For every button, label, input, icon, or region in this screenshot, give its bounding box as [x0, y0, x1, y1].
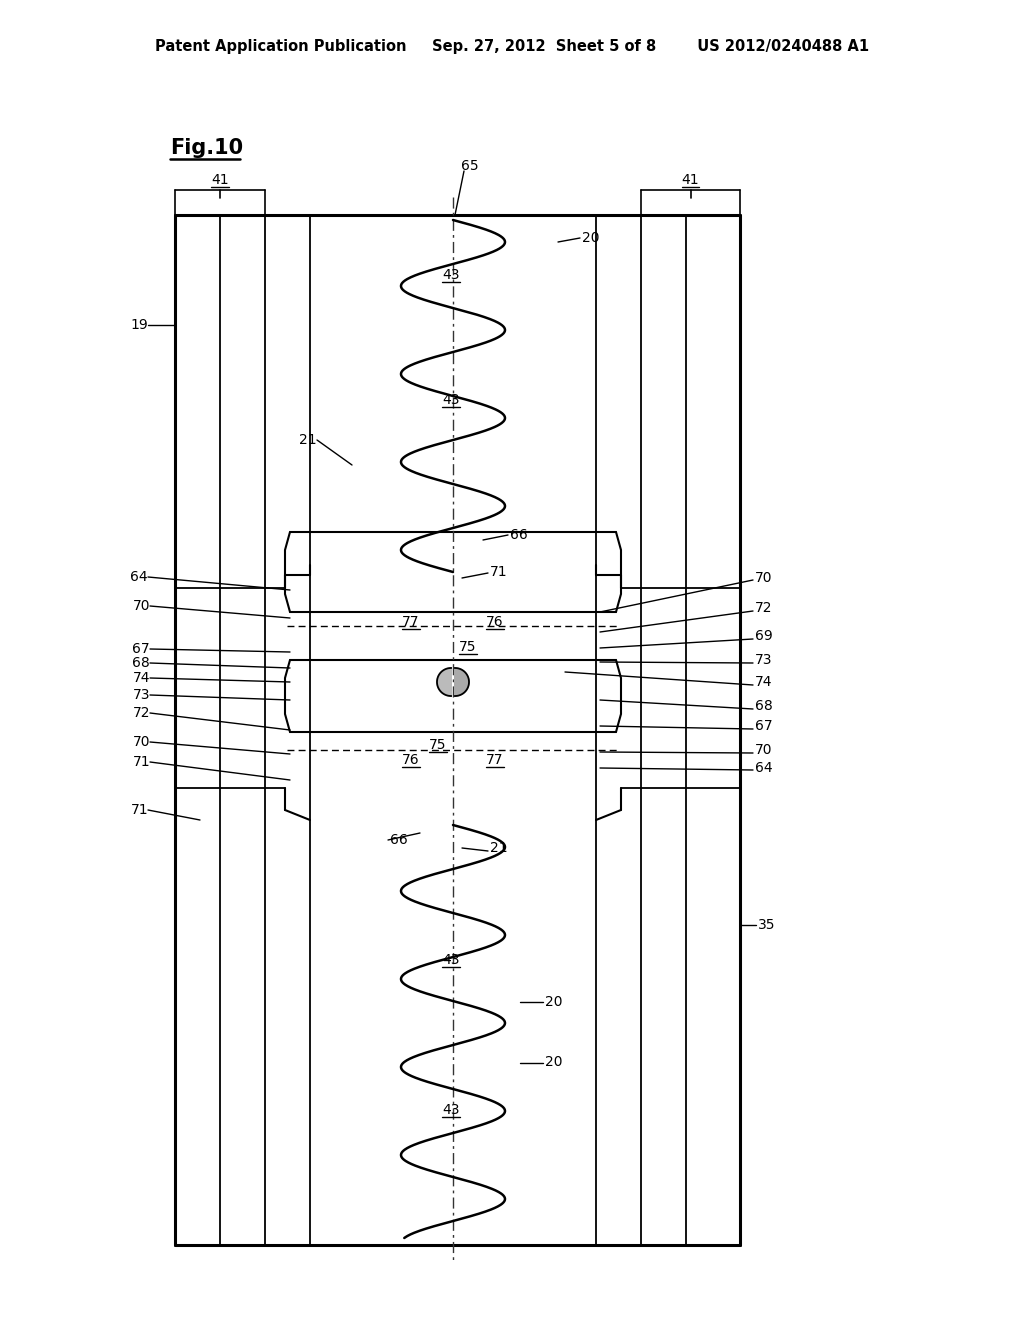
Text: 19: 19 [130, 318, 148, 333]
Text: Patent Application Publication     Sep. 27, 2012  Sheet 5 of 8        US 2012/02: Patent Application Publication Sep. 27, … [155, 40, 869, 54]
Text: 68: 68 [755, 700, 773, 713]
Text: 71: 71 [130, 803, 148, 817]
Text: 65: 65 [461, 158, 479, 173]
Text: 71: 71 [490, 565, 508, 579]
Text: 21: 21 [299, 433, 317, 447]
Polygon shape [455, 668, 469, 696]
Text: 70: 70 [755, 743, 772, 756]
Text: 77: 77 [486, 752, 504, 767]
Text: 41: 41 [682, 173, 699, 187]
Text: 43: 43 [442, 1104, 460, 1117]
Text: 74: 74 [132, 671, 150, 685]
Text: 66: 66 [390, 833, 408, 847]
Text: 75: 75 [459, 640, 477, 653]
Polygon shape [437, 668, 451, 696]
Text: 75: 75 [429, 738, 446, 752]
Text: 71: 71 [132, 755, 150, 770]
Text: 72: 72 [132, 706, 150, 719]
Text: 20: 20 [582, 231, 599, 246]
Text: 21: 21 [490, 841, 508, 855]
Text: 20: 20 [545, 1055, 562, 1069]
Text: 73: 73 [755, 653, 772, 667]
Text: 67: 67 [755, 719, 773, 733]
Text: 70: 70 [132, 735, 150, 748]
Text: 43: 43 [442, 393, 460, 407]
Text: 77: 77 [402, 615, 420, 630]
Text: 69: 69 [755, 630, 773, 643]
Text: 68: 68 [132, 656, 150, 671]
Text: 20: 20 [545, 995, 562, 1008]
Text: 35: 35 [758, 917, 775, 932]
Text: 74: 74 [755, 675, 772, 689]
Text: 43: 43 [442, 268, 460, 282]
Text: 76: 76 [402, 752, 420, 767]
Text: 66: 66 [510, 528, 527, 543]
Text: 67: 67 [132, 642, 150, 656]
Text: 41: 41 [211, 173, 228, 187]
Text: Fig.10: Fig.10 [170, 139, 243, 158]
Text: 72: 72 [755, 601, 772, 615]
Text: 73: 73 [132, 688, 150, 702]
Text: 64: 64 [755, 762, 773, 775]
Text: 43: 43 [442, 953, 460, 968]
Text: 76: 76 [486, 615, 504, 630]
Text: 70: 70 [755, 572, 772, 585]
Text: 70: 70 [132, 599, 150, 612]
Text: 64: 64 [130, 570, 148, 583]
